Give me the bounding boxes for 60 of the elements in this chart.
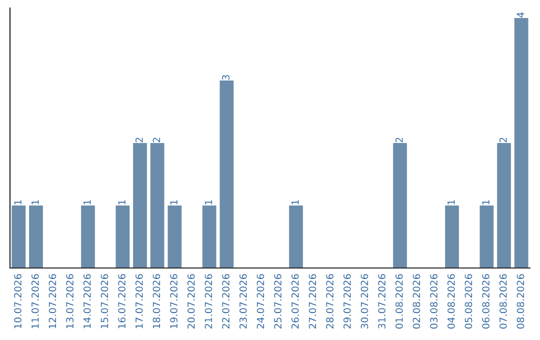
data-label: 2 — [395, 138, 403, 142]
data-label: 2 — [152, 138, 160, 142]
data-label: 2 — [135, 138, 143, 142]
bar — [133, 143, 147, 268]
bar — [445, 206, 459, 268]
x-tick-label: 16.07.2026 — [118, 274, 126, 328]
data-label: 2 — [499, 138, 507, 142]
bar — [497, 143, 511, 268]
data-label: 1 — [482, 200, 490, 204]
x-tick-label: 17.07.2026 — [135, 274, 143, 328]
x-tick-label: 04.08.2026 — [447, 274, 455, 329]
x-tick-label: 29.07.2026 — [343, 274, 351, 329]
data-label: 1 — [14, 200, 22, 204]
x-tick-label: 26.07.2026 — [291, 274, 299, 329]
x-tick-label: 21.07.2026 — [204, 274, 212, 329]
x-tick-label: 28.07.2026 — [326, 274, 334, 329]
x-tick-label: 08.08.2026 — [516, 274, 524, 329]
bar — [220, 80, 234, 268]
x-tick-label: 06.08.2026 — [482, 274, 490, 329]
x-tick-label: 23.07.2026 — [239, 274, 247, 329]
bar — [150, 143, 164, 268]
bar — [514, 18, 528, 268]
x-tick-label: 07.08.2026 — [499, 274, 507, 329]
x-tick-label: 15.07.2026 — [100, 274, 108, 328]
bar — [480, 206, 494, 268]
x-tick-label: 30.07.2026 — [360, 274, 368, 328]
x-tick-label: 05.08.2026 — [464, 274, 472, 329]
bar — [393, 143, 407, 268]
x-tick-label: 02.08.2026 — [412, 274, 420, 329]
bar — [81, 206, 95, 268]
bar — [289, 206, 303, 268]
bar — [12, 206, 26, 268]
x-tick-label: 18.07.2026 — [152, 274, 160, 328]
data-label: 1 — [448, 200, 455, 204]
x-tick-label: 19.07.2026 — [170, 274, 178, 328]
data-label: 1 — [292, 200, 299, 204]
data-label: 1 — [118, 200, 126, 204]
x-tick-label: 20.07.2026 — [187, 274, 195, 329]
x-tick-label: 24.07.2026 — [256, 274, 264, 329]
x-tick-label: 14.07.2026 — [83, 274, 91, 328]
x-tick-label: 13.07.2026 — [66, 274, 74, 328]
x-tick-label: 03.08.2026 — [430, 274, 438, 329]
bar — [168, 206, 182, 268]
bar — [116, 206, 130, 268]
x-tick-label: 31.07.2026 — [378, 274, 386, 328]
data-label: 4 — [516, 12, 524, 18]
bar — [29, 206, 43, 268]
x-tick-label: 10.07.2026 — [14, 274, 22, 328]
x-tick-label: 22.07.2026 — [222, 274, 230, 329]
x-tick-label: 27.07.2026 — [308, 274, 316, 329]
bar — [202, 206, 216, 268]
data-label: 1 — [84, 200, 91, 204]
x-tick-label: 12.07.2026 — [48, 274, 56, 328]
x-tick-label: 11.07.2026 — [31, 274, 39, 328]
data-label: 1 — [32, 200, 39, 204]
data-label: 1 — [170, 200, 178, 204]
x-tick-label: 01.08.2026 — [395, 274, 403, 329]
data-label: 1 — [204, 200, 212, 204]
x-tick-label: 25.07.2026 — [274, 274, 282, 329]
data-label: 3 — [222, 75, 230, 80]
